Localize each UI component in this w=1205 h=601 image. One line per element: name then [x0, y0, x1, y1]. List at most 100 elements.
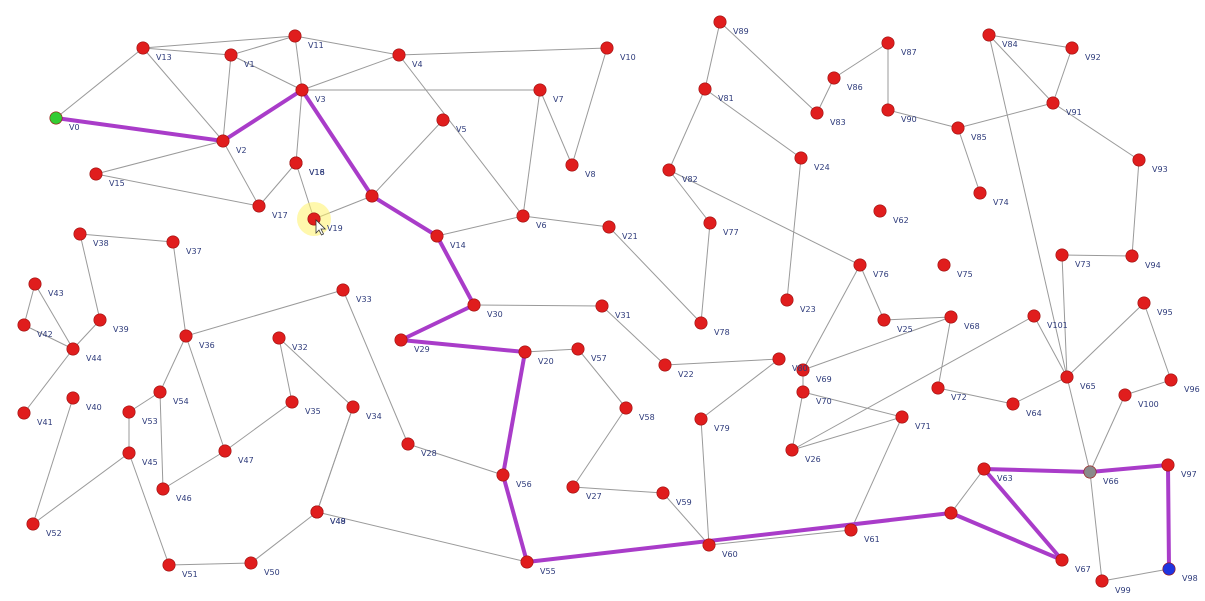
vertex-V91[interactable] — [1046, 96, 1060, 110]
vertex-V30[interactable] — [467, 298, 481, 312]
vertex-V65[interactable] — [1060, 370, 1074, 384]
vertex-V24[interactable] — [794, 151, 808, 165]
vertex-V89[interactable] — [713, 15, 727, 29]
vertex-VX[interactable] — [365, 189, 379, 203]
vertex-V74[interactable] — [973, 186, 987, 200]
vertex-V3[interactable] — [295, 83, 309, 97]
vertex-V83[interactable] — [810, 106, 824, 120]
vertex-V36[interactable] — [179, 329, 193, 343]
vertex-V50[interactable] — [244, 556, 258, 570]
vertex-V14[interactable] — [430, 229, 444, 243]
vertex-V82[interactable] — [662, 163, 676, 177]
vertex-V57[interactable] — [571, 342, 585, 356]
vertex-V61[interactable] — [844, 523, 858, 537]
vertex-V73[interactable] — [1055, 248, 1069, 262]
vertex-V96[interactable] — [1164, 373, 1178, 387]
vertex-V59[interactable] — [656, 486, 670, 500]
vertex-V0[interactable] — [49, 111, 63, 125]
vertex-V101[interactable] — [1027, 309, 1041, 323]
vertex-V76[interactable] — [853, 258, 867, 272]
vertex-V87[interactable] — [881, 36, 895, 50]
vertex-V98[interactable] — [1162, 562, 1176, 576]
vertex-V92[interactable] — [1065, 41, 1079, 55]
vertex-V1[interactable] — [224, 48, 238, 62]
vertex-V35[interactable] — [285, 395, 299, 409]
vertex-V51[interactable] — [162, 558, 176, 572]
vertex-V40[interactable] — [66, 391, 80, 405]
vertex-V7[interactable] — [533, 83, 547, 97]
vertex-V43[interactable] — [28, 277, 42, 291]
vertex-V8[interactable] — [565, 158, 579, 172]
vertex-V77[interactable] — [703, 216, 717, 230]
vertex-V37[interactable] — [166, 235, 180, 249]
vertex-V6[interactable] — [516, 209, 530, 223]
vertex-V58[interactable] — [619, 401, 633, 415]
vertex-V27[interactable] — [566, 480, 580, 494]
vertex-V93[interactable] — [1132, 153, 1146, 167]
vertex-V47[interactable] — [218, 444, 232, 458]
vertex-V26[interactable] — [785, 443, 799, 457]
vertex-V38[interactable] — [73, 227, 87, 241]
vertex-V67[interactable] — [1055, 553, 1069, 567]
vertex-V52[interactable] — [26, 517, 40, 531]
vertex-V21[interactable] — [602, 220, 616, 234]
vertex-V15[interactable] — [89, 167, 103, 181]
vertex-V34[interactable] — [346, 400, 360, 414]
vertex-V20[interactable] — [518, 345, 532, 359]
vertex-V32[interactable] — [272, 331, 286, 345]
vertex-V75[interactable] — [937, 258, 951, 272]
vertex-V49[interactable] — [310, 505, 324, 519]
vertex-V18[interactable] — [289, 156, 303, 170]
vertex-V62[interactable] — [873, 204, 887, 218]
vertex-V22[interactable] — [658, 358, 672, 372]
vertex-V33[interactable] — [336, 283, 350, 297]
vertex-V28[interactable] — [401, 437, 415, 451]
vertex-V95[interactable] — [1137, 296, 1151, 310]
vertex-V56[interactable] — [496, 468, 510, 482]
vertex-V90[interactable] — [881, 103, 895, 117]
vertex-V97[interactable] — [1161, 458, 1175, 472]
vertex-V70[interactable] — [796, 385, 810, 399]
vertex-V29[interactable] — [394, 333, 408, 347]
vertex-V66[interactable] — [1083, 465, 1097, 479]
vertex-V31[interactable] — [595, 299, 609, 313]
vertex-V81[interactable] — [698, 82, 712, 96]
vertex-V23[interactable] — [780, 293, 794, 307]
vertex-V60[interactable] — [702, 538, 716, 552]
vertex-V69[interactable] — [796, 363, 810, 377]
vertex-V39[interactable] — [93, 313, 107, 327]
vertex-V13[interactable] — [136, 41, 150, 55]
vertex-V45[interactable] — [122, 446, 136, 460]
vertex-V54[interactable] — [153, 385, 167, 399]
vertex-V71[interactable] — [895, 410, 909, 424]
vertex-V42[interactable] — [17, 318, 31, 332]
vertex-V100[interactable] — [1118, 388, 1132, 402]
vertex-V84[interactable] — [982, 28, 996, 42]
vertex-V44[interactable] — [66, 342, 80, 356]
vertex-V64[interactable] — [1006, 397, 1020, 411]
vertex-V17[interactable] — [252, 199, 266, 213]
vertex-label-V93: V93 — [1152, 165, 1168, 174]
vertex-V79[interactable] — [694, 412, 708, 426]
vertex-V25[interactable] — [877, 313, 891, 327]
vertex-V11[interactable] — [288, 29, 302, 43]
vertex-V46[interactable] — [156, 482, 170, 496]
vertex-V55[interactable] — [520, 555, 534, 569]
vertex-V63[interactable] — [977, 462, 991, 476]
vertex-V41[interactable] — [17, 406, 31, 420]
vertex-V78[interactable] — [694, 316, 708, 330]
vertex-V5[interactable] — [436, 113, 450, 127]
vertex-V4[interactable] — [392, 48, 406, 62]
vertex-V99[interactable] — [1095, 574, 1109, 588]
vertex-V86[interactable] — [827, 71, 841, 85]
vertex-VW[interactable] — [944, 506, 958, 520]
vertex-V68[interactable] — [944, 310, 958, 324]
vertex-V85[interactable] — [951, 121, 965, 135]
vertex-V94[interactable] — [1125, 249, 1139, 263]
vertex-V2[interactable] — [216, 134, 230, 148]
vertex-V80[interactable] — [772, 352, 786, 366]
vertex-V53[interactable] — [122, 405, 136, 419]
vertex-V10[interactable] — [600, 41, 614, 55]
vertex-V72[interactable] — [931, 381, 945, 395]
